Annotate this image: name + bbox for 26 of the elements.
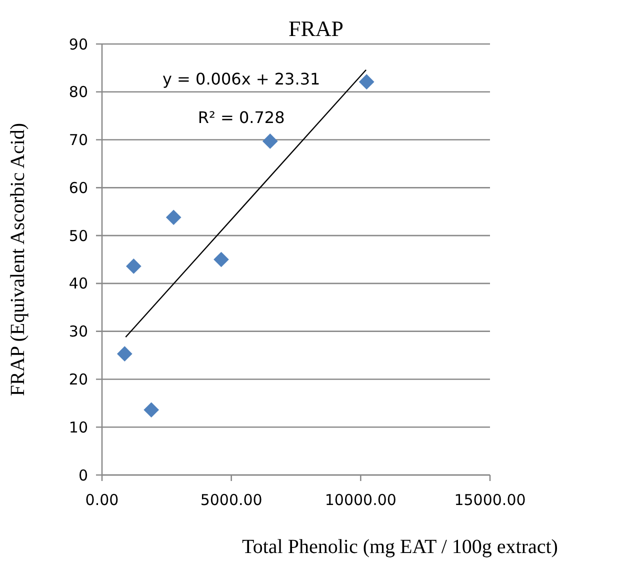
x-tick-label: 5000.00 <box>200 491 262 509</box>
annotation: R² = 0.728 <box>198 108 285 128</box>
point <box>214 252 229 268</box>
point <box>116 346 132 362</box>
y-tick-label: 40 <box>68 274 88 293</box>
y-tick-label: 80 <box>68 83 88 102</box>
point <box>166 210 182 226</box>
x-tick-label: 15000.00 <box>454 491 526 509</box>
point <box>126 258 142 274</box>
y-tick-label: 30 <box>68 322 88 341</box>
y-tick-label: 70 <box>68 131 88 150</box>
point <box>144 402 159 418</box>
y-tick-label: 60 <box>68 178 88 197</box>
x-tick-label: 0.00 <box>85 491 119 509</box>
y-tick-label: 20 <box>68 370 88 388</box>
chart-title: FRAP <box>288 16 344 41</box>
y-tick-label: 50 <box>68 226 88 245</box>
y-tick-label: 90 <box>68 35 88 54</box>
x-axis-title: Total Phenolic (mg EAT / 100g extract) <box>242 536 558 558</box>
y-axis-title: FRAP (Equivalent Ascorbic Acid) <box>7 122 29 396</box>
y-tick-label: 10 <box>68 418 88 436</box>
x-tick-label: 10000.00 <box>324 491 396 509</box>
point <box>262 134 278 149</box>
annotation: y = 0.006x + 23.31 <box>162 70 320 89</box>
point <box>358 74 374 90</box>
y-tick-label: 0 <box>78 466 88 484</box>
